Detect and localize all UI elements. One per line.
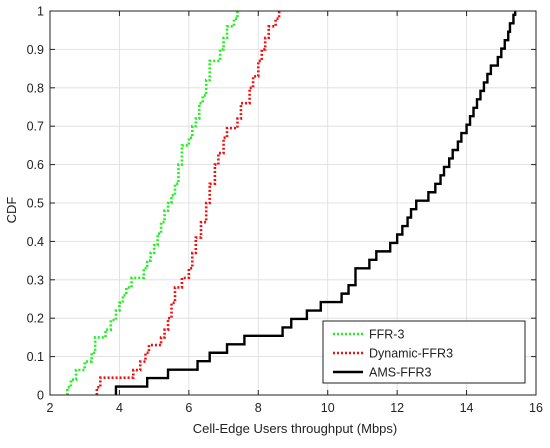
x-tick-label: 10 [321,401,335,415]
legend-label: AMS-FFR3 [369,366,432,380]
x-tick-label: 6 [185,401,192,415]
legend-label: Dynamic-FFR3 [369,347,453,361]
x-tick-label: 2 [47,401,54,415]
y-tick-label: 0.6 [27,158,44,172]
y-tick-label: 0 [37,389,44,403]
y-tick-label: 1 [37,5,44,19]
x-tick-label: 14 [460,401,474,415]
x-axis-label: Cell-Edge Users throughput (Mbps) [193,421,397,436]
y-tick-label: 0.3 [27,273,44,287]
y-tick-label: 0.7 [27,120,44,134]
x-tick-label: 8 [255,401,262,415]
y-tick-label: 0.2 [27,312,44,326]
legend-label: FFR-3 [369,328,404,342]
y-tick-label: 0.9 [27,43,44,57]
y-tick-label: 0.4 [27,235,44,249]
x-tick-label: 4 [116,401,123,415]
x-tick-label: 12 [390,401,404,415]
y-tick-label: 0.8 [27,81,44,95]
y-tick-label: 0.5 [27,197,44,211]
y-axis-label: CDF [4,197,19,224]
y-tick-label: 0.1 [27,350,44,364]
series-line-ffr-3 [66,11,239,395]
x-tick-label: 16 [529,401,543,415]
series-line-ams-ffr3 [114,11,517,395]
